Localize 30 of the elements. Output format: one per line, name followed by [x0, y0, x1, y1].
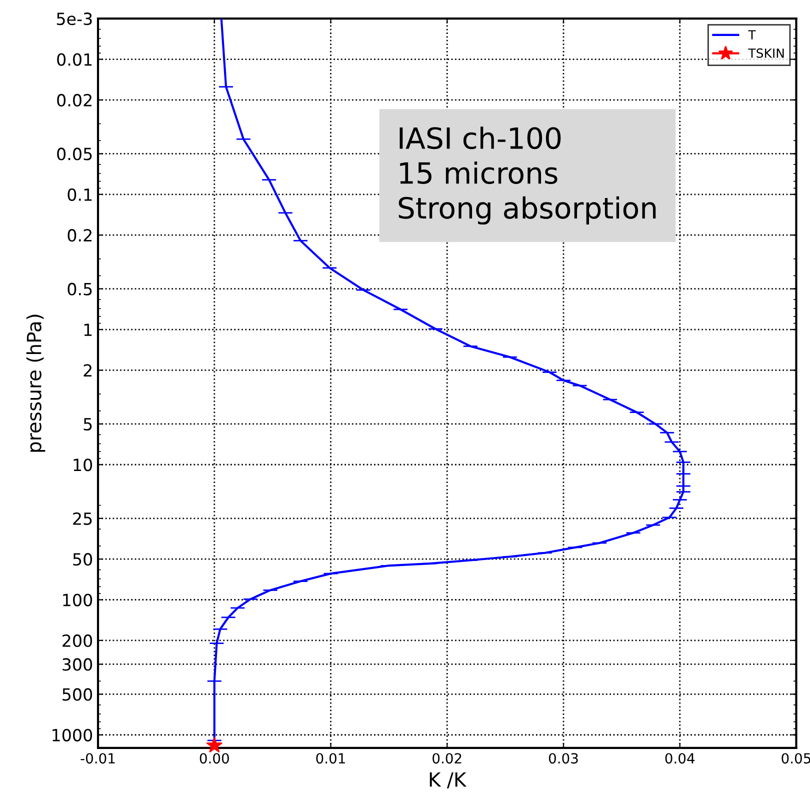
y-tick-label: 300: [62, 658, 92, 671]
y-tick-label: 2: [84, 364, 92, 377]
legend-label: TSKIN: [748, 48, 784, 58]
y-tick-label: 50: [73, 553, 92, 566]
y-tick-label: 5: [84, 418, 92, 431]
x-axis-title: K /K: [430, 772, 467, 788]
legend-label: T: [748, 30, 756, 40]
x-tick-label: 0.00: [200, 753, 229, 764]
annotation: IASI ch-100 15 microns Strong absorption: [398, 126, 656, 225]
y-tick-label: 200: [62, 634, 92, 647]
y-axis-title: pressure (hPa): [26, 314, 46, 452]
y-tick-label: 5e-3: [56, 12, 92, 26]
y-tick-label: 500: [62, 688, 92, 701]
x-tick-label: 0.05: [782, 753, 810, 764]
y-tick-label: 10: [74, 458, 92, 472]
y-tick-label: 0.1: [68, 188, 92, 201]
x-tick-label: 0.03: [548, 753, 578, 764]
y-tick-label: 0.02: [57, 94, 92, 107]
y-tick-label: 0.5: [68, 282, 92, 296]
y-tick-label: 0.05: [57, 148, 92, 160]
x-tick-label: 0.04: [665, 753, 695, 764]
y-tick-label: 0.01: [57, 53, 92, 66]
x-tick-label: -0.01: [80, 753, 115, 764]
x-tick-label: 0.01: [316, 753, 345, 764]
y-tick-label: 25: [73, 512, 92, 525]
y-tick-label: 1000: [52, 728, 92, 742]
y-tick-label: 1: [84, 324, 92, 336]
y-tick-label: 0.2: [68, 229, 92, 242]
x-tick-label: 0.02: [432, 753, 462, 764]
y-tick-label: 100: [63, 594, 92, 606]
